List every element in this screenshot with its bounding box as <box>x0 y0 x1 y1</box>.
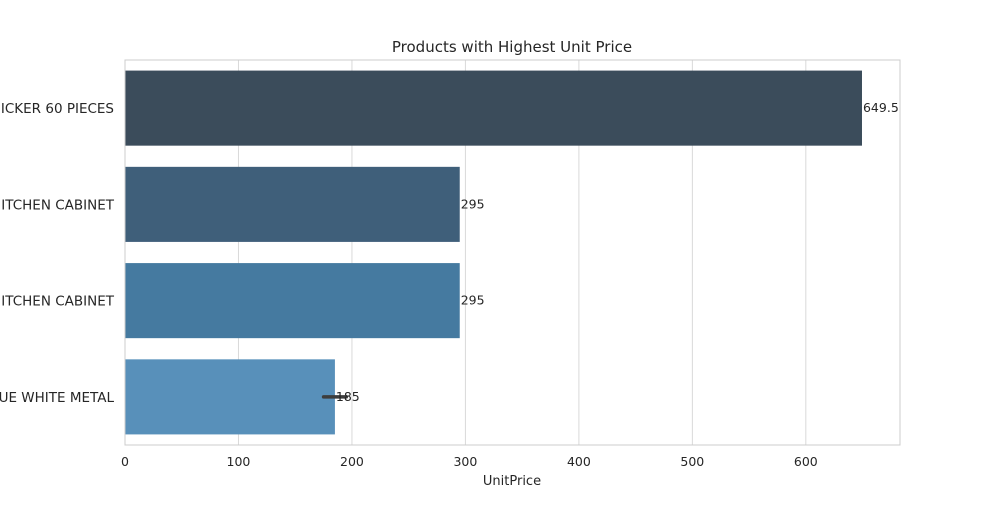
x-tick-label-100: 100 <box>227 454 251 469</box>
bar-0 <box>125 70 862 146</box>
x-tick-label-0: 0 <box>121 454 129 469</box>
data-label-3: 185 <box>336 389 360 404</box>
plot-frame-layer <box>124 59 901 446</box>
data-label-0: 649.5 <box>863 100 899 115</box>
y-tick-label-3: UE WHITE METAL <box>0 390 114 406</box>
label-layer: 0 100 200 300 400 500 600 ICKER 60 PIECES 649.5 I… <box>0 100 899 469</box>
x-tick-label-600: 600 <box>794 454 818 469</box>
y-tick-label-2: ITCHEN CABINET <box>1 294 114 310</box>
bar-1 <box>125 166 460 242</box>
plot-frame <box>124 59 901 446</box>
data-label-1: 295 <box>461 196 485 211</box>
y-tick-label-0: ICKER 60 PIECES <box>1 101 114 117</box>
x-tick-label-300: 300 <box>453 454 477 469</box>
x-tick-label-500: 500 <box>680 454 704 469</box>
x-axis-label: UnitPrice <box>483 474 541 489</box>
x-tick-label-400: 400 <box>567 454 591 469</box>
bar-2 <box>125 263 460 339</box>
data-label-2: 295 <box>461 293 485 308</box>
x-tick-label-200: 200 <box>340 454 364 469</box>
bar-3 <box>125 359 335 435</box>
bar-layer <box>125 70 862 435</box>
y-tick-label-1: ITCHEN CABINET <box>1 197 114 213</box>
chart-title: Products with Highest Unit Price <box>392 38 632 56</box>
